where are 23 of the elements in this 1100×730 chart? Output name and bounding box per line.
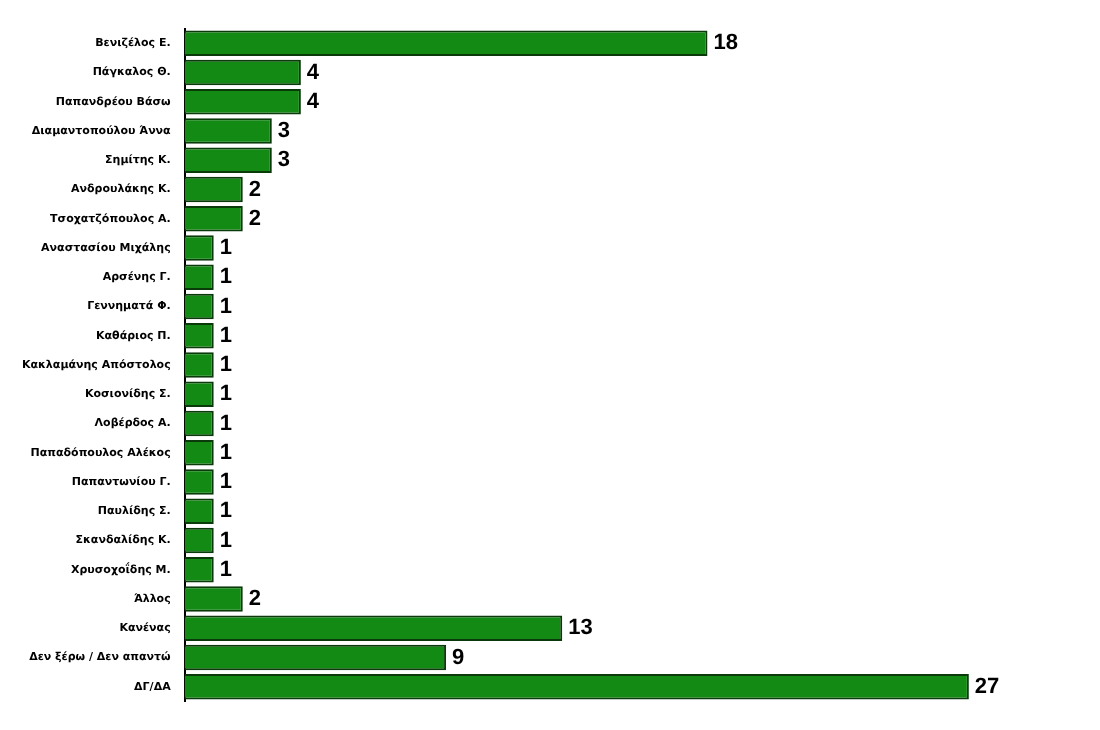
data-label: 1 <box>219 323 232 348</box>
data-label: 2 <box>248 587 262 612</box>
data-label: 1 <box>219 499 232 524</box>
data-label: 2 <box>248 206 262 231</box>
data-label: 3 <box>277 119 291 144</box>
data-label: 2 <box>248 177 262 202</box>
data-label: 1 <box>219 265 232 290</box>
data-label: 4 <box>306 60 321 85</box>
data-label: 1 <box>219 353 232 378</box>
data-label: 1 <box>219 440 232 465</box>
data-label: 1 <box>219 411 232 436</box>
data-label: 13 <box>568 616 593 641</box>
data-label: 1 <box>219 294 232 319</box>
data-label: 27 <box>974 674 1000 699</box>
data-label: 1 <box>219 236 232 261</box>
data-label: 9 <box>452 645 465 670</box>
data-label: 1 <box>219 470 232 495</box>
data-label: 1 <box>219 557 232 582</box>
data-label: 18 <box>713 31 738 56</box>
data-label: 3 <box>277 148 291 173</box>
data-label: 1 <box>219 382 232 407</box>
data-label: 4 <box>306 89 321 114</box>
data-label: 1 <box>219 528 232 553</box>
